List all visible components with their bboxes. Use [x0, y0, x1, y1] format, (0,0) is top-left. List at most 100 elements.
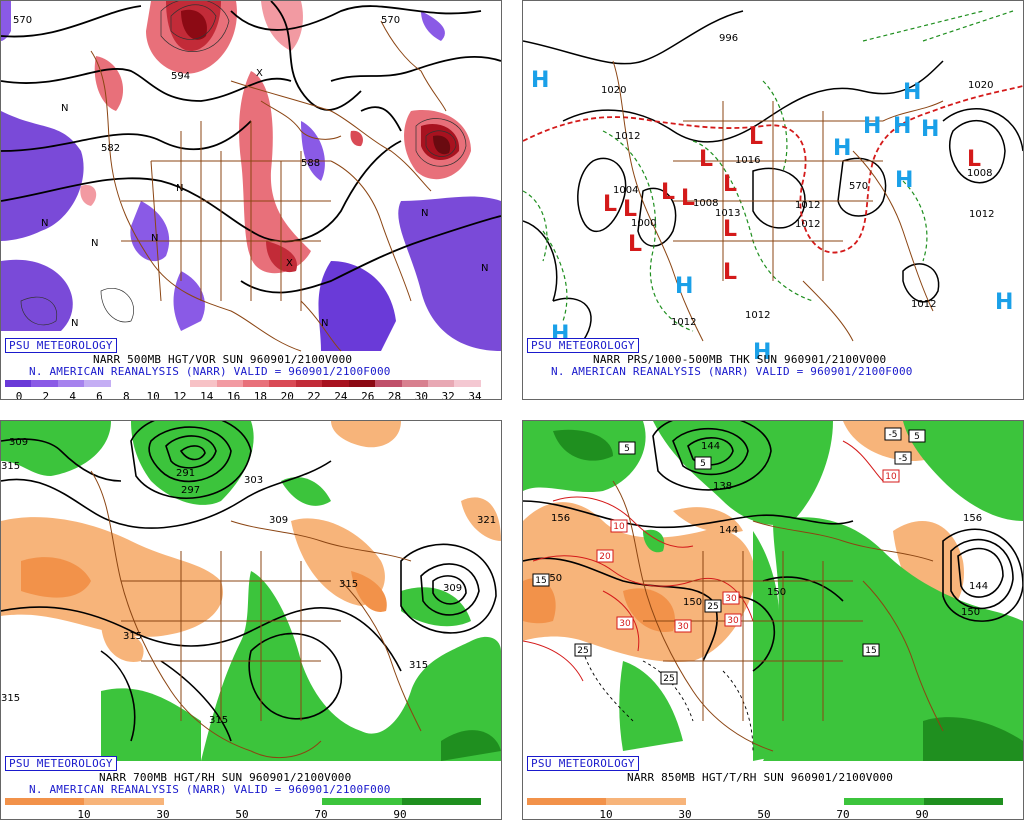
scale-tick-label: 30	[414, 390, 428, 400]
boxed-temperature-label: 30	[619, 619, 631, 629]
boxed-label-frame	[862, 643, 880, 657]
scale-swatch	[110, 380, 138, 387]
svg-text:309: 309	[9, 437, 28, 448]
psu-meteorology-label: PSU METEOROLOGY	[5, 756, 117, 771]
boxed-label-frame	[610, 519, 628, 533]
scale-swatch	[401, 380, 428, 387]
svg-text:N: N	[321, 318, 328, 329]
svg-text:1000: 1000	[631, 218, 656, 229]
svg-text:315: 315	[1, 693, 20, 704]
boxed-label-frame	[894, 451, 912, 465]
scale-swatch	[428, 380, 455, 387]
svg-text:570: 570	[381, 15, 400, 26]
svg-text:1020: 1020	[968, 80, 993, 91]
boxed-temperature-label: 15	[535, 576, 546, 586]
rh700-height-contours	[1, 421, 497, 742]
svg-text:1012: 1012	[795, 200, 820, 211]
scale-tick-label: 50	[235, 808, 249, 820]
svg-text:1016: 1016	[735, 155, 760, 166]
boxed-temperature-label: 30	[725, 594, 737, 604]
pressure-labels: 1020 1012 1012 1012 1012 1012 1008 1012 …	[601, 33, 994, 328]
boxed-label-frame	[616, 616, 634, 630]
svg-text:L: L	[749, 125, 763, 150]
svg-text:H: H	[675, 274, 693, 299]
t850-height-contours	[523, 421, 1023, 672]
boxed-temperature-label: 15	[865, 646, 876, 656]
scale-swatch	[163, 798, 243, 805]
scale-swatch	[57, 380, 85, 387]
svg-text:L: L	[967, 147, 981, 172]
scale-tick-label: 34	[468, 390, 482, 400]
svg-text:156: 156	[551, 513, 570, 524]
height-contours	[1, 1, 501, 294]
scale-tick-label: 28	[387, 390, 402, 400]
scale-swatch	[527, 798, 607, 805]
scale-swatch	[190, 380, 217, 387]
svg-text:588: 588	[301, 158, 320, 169]
scale-swatch	[5, 798, 85, 805]
boxed-label-frame	[724, 613, 742, 627]
svg-text:1020: 1020	[601, 85, 626, 96]
scale-swatch	[606, 798, 686, 805]
svg-text:1012: 1012	[795, 219, 820, 230]
psu-meteorology-label: PSU METEOROLOGY	[5, 338, 117, 353]
scale-tick-label: 30	[156, 808, 170, 820]
scale-tick-label: 24	[334, 390, 348, 400]
vorticity-map: 570 570 594 582 588 N N N N N N N N N X …	[1, 1, 501, 352]
scale-swatch	[401, 798, 481, 805]
scale-swatch	[348, 380, 376, 387]
boxed-temperature-label: 25	[577, 646, 588, 656]
boxed-temperature-label: 25	[707, 602, 718, 612]
svg-text:138: 138	[713, 481, 732, 492]
svg-text:H: H	[833, 136, 851, 161]
svg-text:996: 996	[719, 33, 738, 44]
scale-swatch	[764, 798, 845, 805]
panel-valid-caption: N. AMERICAN REANALYSIS (NARR) VALID = 96…	[29, 783, 391, 796]
scale-tick-label: 10	[77, 808, 91, 820]
svg-text:315: 315	[209, 715, 228, 726]
boxed-label-frame	[574, 643, 592, 657]
scale-tick-label: 2	[42, 390, 50, 400]
svg-text:N: N	[61, 103, 68, 114]
svg-text:N: N	[71, 318, 78, 329]
scale-tick-label: 0	[15, 390, 23, 400]
rh-color-scale	[5, 798, 481, 805]
svg-text:L: L	[623, 197, 637, 222]
scale-swatch	[5, 380, 32, 387]
t850-boxed-temperature-labels: 5 5 -5 -5 5 10 10 20 15 25 30 25 30 30 30 25 15	[532, 427, 926, 685]
svg-text:309: 309	[443, 583, 462, 594]
scale-tick-label: 10	[599, 808, 613, 820]
svg-text:315: 315	[1, 461, 20, 472]
rh700-map: 309 315 297 291 303 309 321 315 309 315 …	[1, 421, 501, 761]
boxed-temperature-label: 10	[885, 472, 897, 482]
svg-text:N: N	[176, 183, 183, 194]
boxed-label-frame	[908, 429, 926, 443]
svg-text:X: X	[256, 68, 263, 79]
svg-text:1008: 1008	[967, 168, 992, 179]
geographic-boundaries	[90, 20, 447, 352]
svg-text:1012: 1012	[969, 209, 994, 220]
svg-text:L: L	[681, 186, 695, 211]
svg-text:L: L	[723, 172, 737, 197]
scale-swatch	[375, 380, 402, 387]
t850-map: 144 150 156 138 156 150 144 150 144 150 …	[523, 421, 1023, 761]
scale-tick-label: 12	[173, 390, 187, 400]
scale-tick-label: 4	[69, 390, 76, 400]
svg-text:150: 150	[961, 607, 980, 618]
thickness-contours	[523, 10, 1014, 332]
psu-meteorology-label: PSU METEOROLOGY	[527, 338, 639, 353]
boxed-temperature-label: 5	[700, 459, 706, 469]
svg-text:H: H	[893, 114, 911, 139]
boxed-temperature-label: 5	[914, 432, 920, 442]
boxed-label-frame	[660, 671, 678, 685]
rh-scale-ticks: 10 30 50 70 90	[5, 808, 481, 820]
scale-swatch	[269, 380, 296, 387]
svg-text:315: 315	[339, 579, 358, 590]
boxed-label-frame	[674, 619, 692, 633]
boxed-temperature-label: 5	[624, 444, 630, 454]
scale-swatch	[844, 798, 924, 805]
boxed-label-frame	[532, 573, 550, 587]
panel-850mb-temp-rh: 144 150 156 138 156 150 144 150 144 150 …	[522, 420, 1024, 820]
scale-tick-label: 70	[314, 808, 328, 820]
scale-tick-label: 16	[226, 390, 241, 400]
